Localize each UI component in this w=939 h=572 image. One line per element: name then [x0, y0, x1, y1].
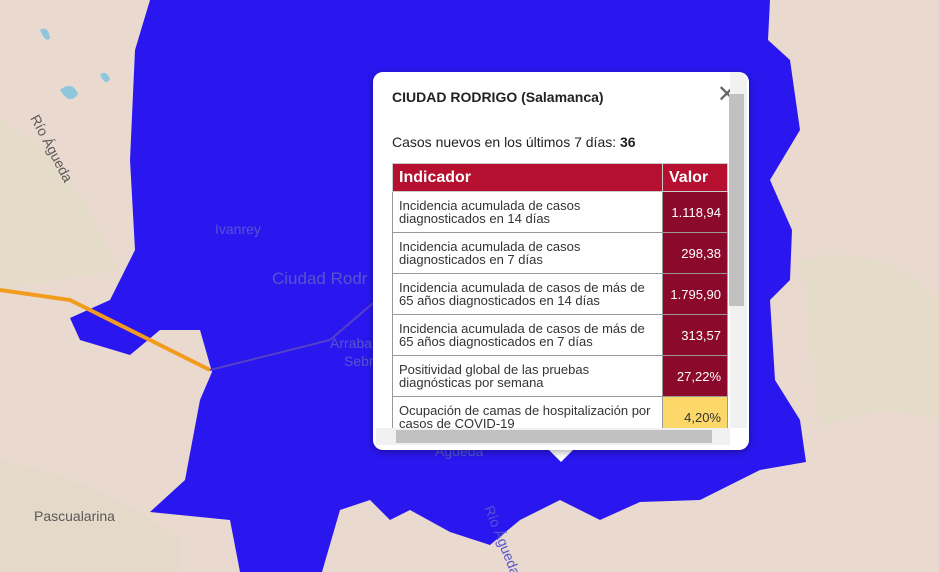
value-cell: 298,38: [662, 232, 728, 274]
popup-content: CIUDAD RODRIGO (Salamanca) Casos nuevos …: [392, 72, 730, 428]
map-label: Ivanrey: [215, 221, 261, 237]
vertical-scrollbar[interactable]: [729, 72, 747, 428]
table-row: Incidencia acumulada de casos diagnostic…: [392, 232, 728, 274]
indicator-table: Indicador Valor Incidencia acumulada de ca…: [392, 163, 728, 428]
indicator-cell: Incidencia acumulada de casos diagnostic…: [392, 232, 663, 274]
header-cell: Indicador: [392, 163, 663, 192]
indicator-cell: Incidencia acumulada de casos diagnostic…: [392, 191, 663, 233]
indicator-cell: Incidencia acumulada de casos de más de …: [392, 314, 663, 356]
scroll-thumb[interactable]: [396, 430, 712, 443]
map-label: Ciudad Rodr: [272, 269, 368, 288]
indicator-cell: Positividad global de las pruebas diagnó…: [392, 355, 663, 397]
indicator-cell: Incidencia acumulada de casos de más de …: [392, 273, 663, 315]
table-row: Incidencia acumulada de casos diagnostic…: [392, 191, 728, 233]
table-row: Incidencia acumulada de casos de más de …: [392, 314, 728, 356]
map-label: Arraba: [330, 335, 372, 351]
table-row: Positividad global de las pruebas diagnó…: [392, 355, 728, 397]
header-row: Indicador Valor: [392, 163, 728, 192]
subtitle-text: Casos nuevos en los últimos 7 días:: [392, 134, 617, 150]
header-cell: Valor: [662, 163, 728, 192]
indicator-cell: Ocupación de camas de hospitalización po…: [392, 396, 663, 428]
value-cell: 27,22%: [662, 355, 728, 397]
popup-arrow: [548, 449, 574, 462]
horizontal-scrollbar[interactable]: [376, 428, 730, 445]
value-cell: 1.118,94: [662, 191, 728, 233]
map-label: Sebr: [344, 353, 374, 369]
table-row: Ocupación de camas de hospitalización po…: [392, 396, 728, 428]
popup-title: CIUDAD RODRIGO (Salamanca): [392, 89, 604, 105]
scroll-thumb[interactable]: [729, 94, 744, 306]
value-cell: 1.795,90: [662, 273, 728, 315]
map-label: Pascualarina: [34, 508, 115, 524]
new-cases: 36: [620, 134, 636, 150]
popup-subtitle: Casos nuevos en los últimos 7 días: 36: [392, 134, 636, 150]
value-cell: 4,20%: [662, 396, 728, 428]
table-row: Incidencia acumulada de casos de más de …: [392, 273, 728, 315]
value-cell: 313,57: [662, 314, 728, 356]
popup: ✕ CIUDAD RODRIGO (Salamanca) Casos nuevo…: [373, 72, 749, 450]
